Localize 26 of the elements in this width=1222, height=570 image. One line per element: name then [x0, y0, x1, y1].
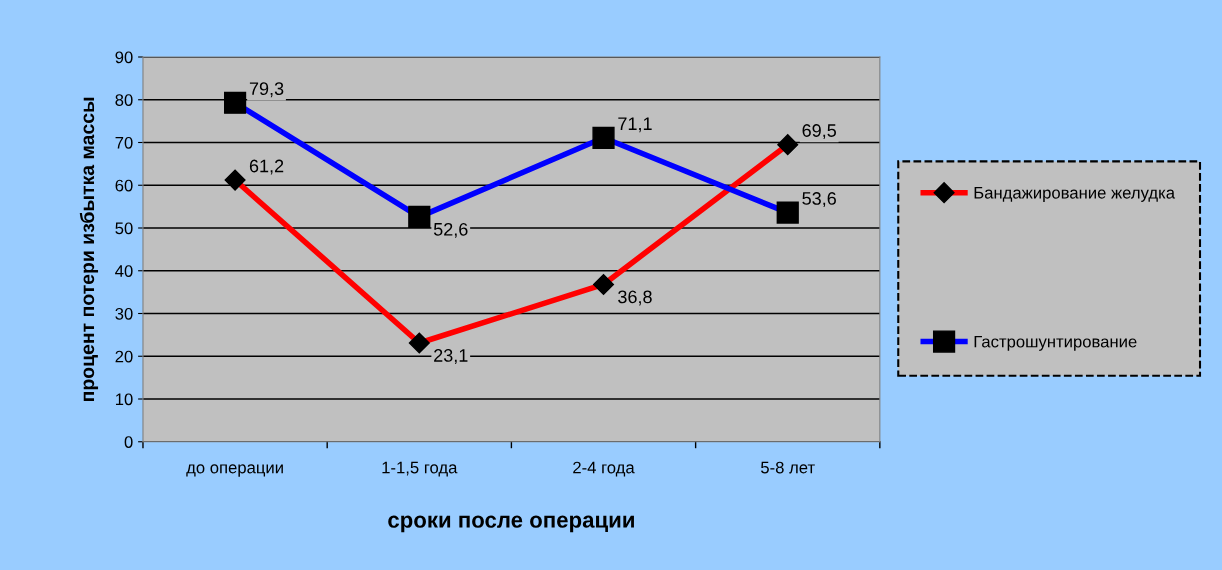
y-tick-label: 10 [115, 393, 133, 406]
data-label: 36,8 [618, 290, 652, 306]
y-tick-label: 20 [115, 350, 133, 363]
y-axis-title: процент потери избытка массы [79, 97, 99, 402]
y-tick-label: 70 [115, 136, 133, 149]
data-label: 53,6 [802, 192, 836, 208]
data-label: 71,1 [618, 117, 652, 133]
data-label: 69,5 [802, 124, 836, 140]
x-tick-label: до операции [186, 464, 283, 477]
data-label: 52,6 [433, 222, 468, 238]
legend-label: Бандажирование желудка [974, 187, 1176, 202]
y-tick-label: 60 [115, 179, 133, 192]
x-axis-title: сроки после операции [388, 515, 634, 533]
y-tick-label: 90 [115, 51, 133, 64]
x-tick-label: 2-4 года [573, 461, 635, 477]
y-tick-label: 30 [115, 307, 133, 320]
data-label: 79,3 [249, 82, 284, 98]
y-tick-label: 40 [115, 265, 133, 277]
x-tick-label: 1-1,5 года [382, 461, 458, 477]
y-tick-label: 0 [124, 436, 133, 448]
data-label: 23,1 [434, 349, 468, 364]
y-tick-label: 80 [115, 94, 133, 106]
y-tick-label: 50 [115, 222, 133, 235]
legend-label: Гастрошунтирование [974, 335, 1137, 351]
x-tick-label: 5-8 лет [761, 461, 815, 474]
data-label: 61,2 [249, 159, 284, 175]
